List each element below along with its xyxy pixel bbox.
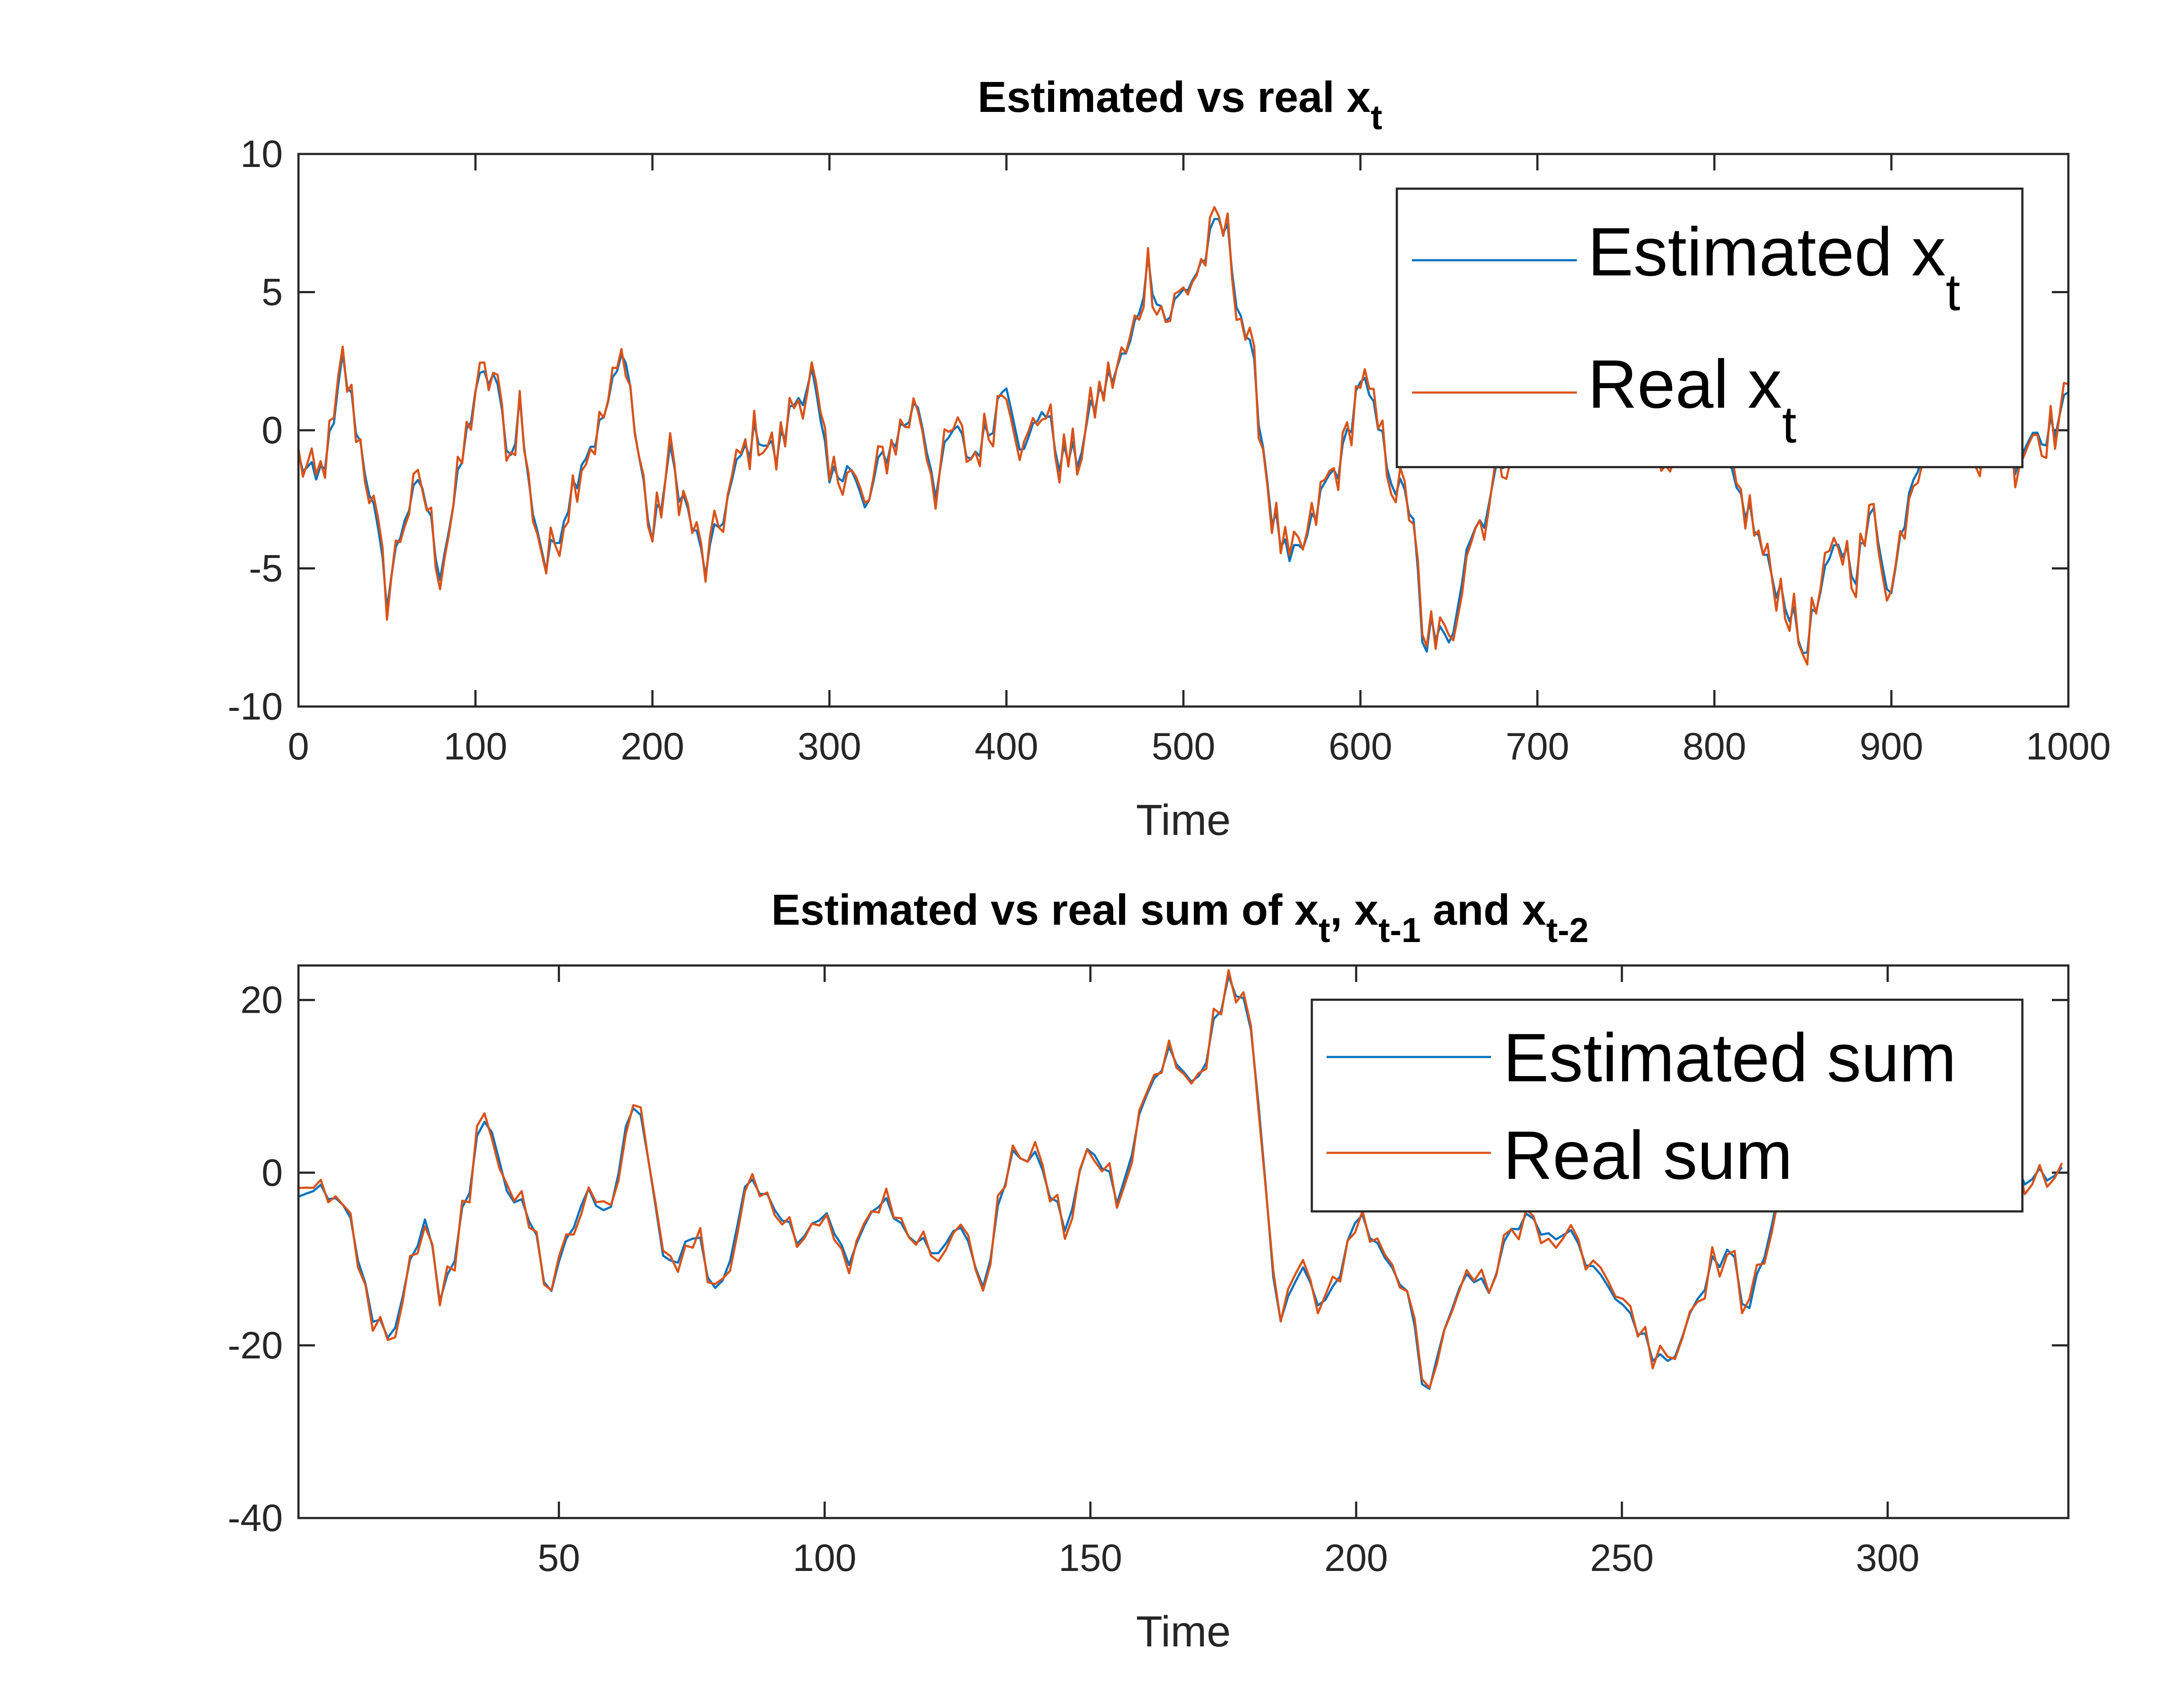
bottom-series-real [298,969,2063,1389]
bottom-x-tick-label: 150 [1058,1536,1122,1579]
top-y-tick-labels: -10 -5 0 5 10 [228,132,283,728]
top-y-tick-label: 10 [240,132,283,175]
top-x-tick-label: 800 [1683,725,1746,768]
bottom-legend-box [1311,998,2024,1213]
bottom-legend: Estimated sum Real sum [1311,998,2024,1213]
top-series-real [297,206,2069,666]
bottom-y-tick-label: 20 [240,978,283,1021]
bottom-series-lines [298,969,2063,1390]
bottom-y-tick-label: -40 [228,1496,283,1539]
top-legend-label-real: Real xt [1588,346,1796,454]
bottom-grid [298,965,2068,1519]
top-x-tick-label: 900 [1860,725,1923,768]
bottom-x-tick-label: 300 [1856,1536,1920,1579]
top-x-tick-label: 0 [288,725,309,768]
top-legend: Estimated xt Real xt [1396,187,2024,468]
top-y-tick-label: 0 [262,409,283,452]
top-x-tick-label: 700 [1506,725,1569,768]
top-x-tick-label: 200 [621,725,685,768]
top-y-tick-label: -10 [228,685,283,728]
top-subplot: Estimated vs real xt 0 100 200 300 400 500 600… [228,73,2111,844]
bottom-axes-box [297,964,2070,1519]
bottom-subplot: Estimated vs real sum of xt, xt-1 and xt… [228,886,2070,1656]
top-axes-box [297,153,2070,708]
top-x-tick-label: 1000 [2026,725,2111,768]
top-x-tick-labels: 0 100 200 300 400 500 600 700 800 900 1000 [288,725,2111,768]
top-grid [297,153,2070,708]
bottom-legend-label-estimated: Estimated sum [1503,1020,1956,1096]
top-x-tick-label: 300 [798,725,862,768]
top-legend-label-estimated: Estimated xt [1588,214,1960,321]
top-x-axis-label: Time [1136,796,1231,844]
top-chart-title: Estimated vs real xt [978,73,1383,137]
top-x-tick-label: 400 [975,725,1039,768]
bottom-legend-label-real: Real sum [1503,1117,1792,1194]
top-y-tick-label: 5 [262,271,283,314]
bottom-x-tick-label: 200 [1324,1536,1388,1579]
top-x-tick-label: 600 [1329,725,1392,768]
bottom-chart-title: Estimated vs real sum of xt, xt-1 and xt… [771,886,1589,949]
top-y-tick-label: -5 [249,547,283,590]
top-x-tick-label: 100 [444,725,508,768]
bottom-y-tick-labels: -40 -20 0 20 [228,978,283,1539]
top-series-lines [297,206,2069,666]
bottom-x-tick-labels: 50 100 150 200 250 300 [537,1536,1919,1579]
top-x-tick-label: 500 [1152,725,1216,768]
bottom-x-tick-label: 50 [537,1536,580,1579]
bottom-x-tick-label: 100 [793,1536,857,1579]
bottom-x-tick-label: 250 [1590,1536,1654,1579]
bottom-y-tick-label: -20 [228,1324,283,1367]
bottom-y-tick-label: 0 [262,1151,283,1194]
bottom-x-axis-label: Time [1136,1607,1231,1656]
top-legend-box [1396,187,2024,468]
